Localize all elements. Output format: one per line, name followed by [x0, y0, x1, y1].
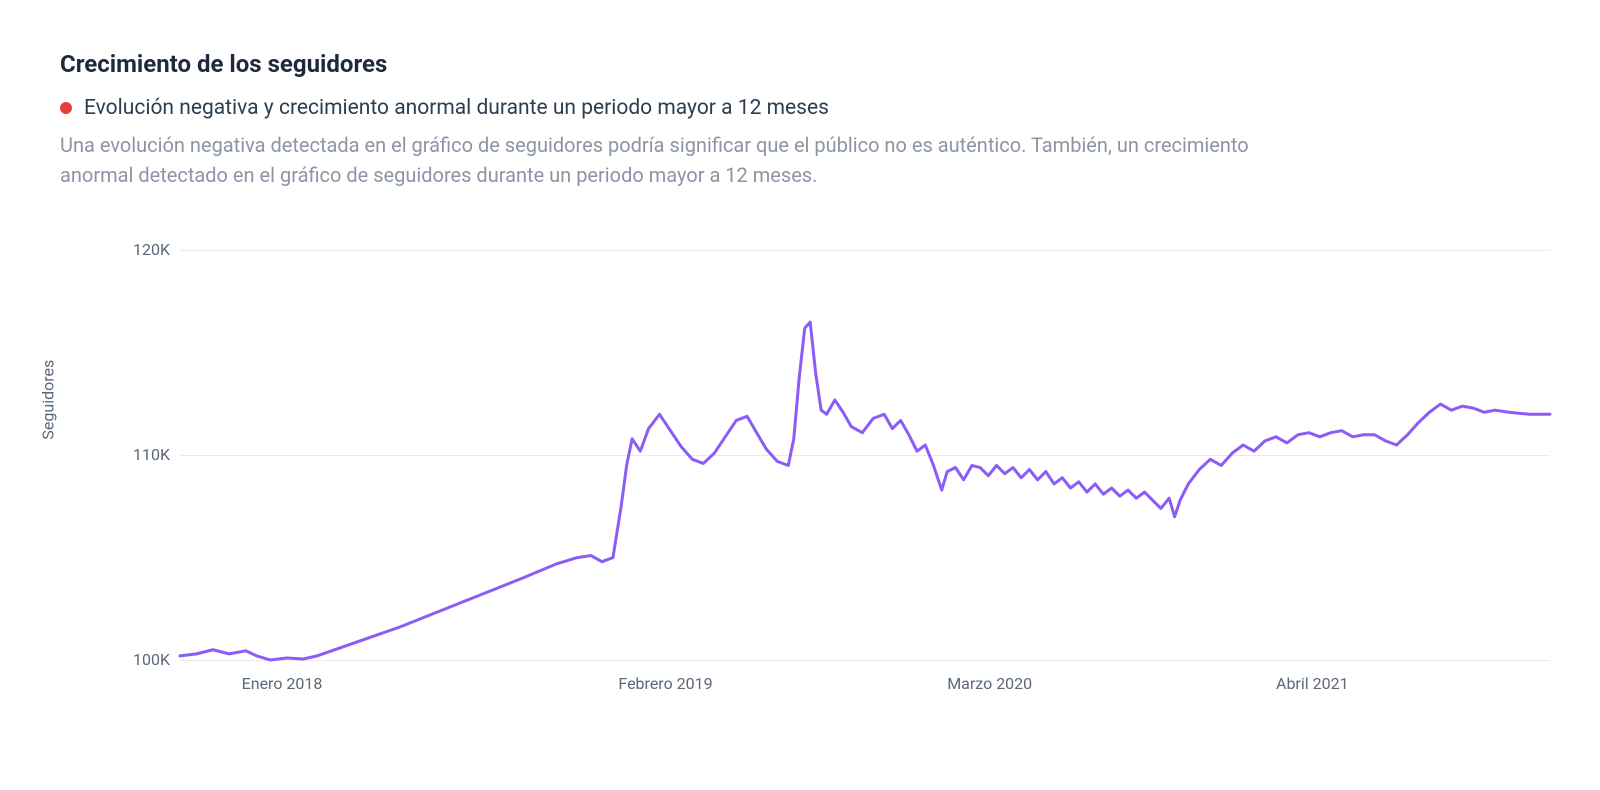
plot-area: [180, 230, 1550, 660]
status-text: Evolución negativa y crecimiento anormal…: [84, 96, 829, 120]
y-axis-label: Seguidores: [39, 360, 58, 440]
gridline: [180, 660, 1550, 661]
x-tick-label: Marzo 2020: [947, 674, 1032, 693]
followers-growth-chart: Seguidores 100K110K120K Enero 2018Febrer…: [60, 220, 1540, 720]
line-chart-svg: [180, 230, 1550, 660]
chart-title: Crecimiento de los seguidores: [60, 50, 1540, 78]
followers-line: [180, 322, 1550, 660]
x-tick-label: Abril 2021: [1276, 674, 1349, 693]
chart-description: Una evolución negativa detectada en el g…: [60, 130, 1260, 190]
y-tick-label: 120K: [120, 240, 170, 259]
status-row: Evolución negativa y crecimiento anormal…: [60, 96, 1540, 120]
y-tick-label: 100K: [120, 650, 170, 669]
y-tick-label: 110K: [120, 445, 170, 464]
chart-header: Crecimiento de los seguidores Evolución …: [60, 50, 1540, 190]
status-dot-icon: [60, 102, 72, 114]
x-tick-label: Enero 2018: [242, 674, 323, 693]
x-tick-label: Febrero 2019: [618, 674, 712, 693]
